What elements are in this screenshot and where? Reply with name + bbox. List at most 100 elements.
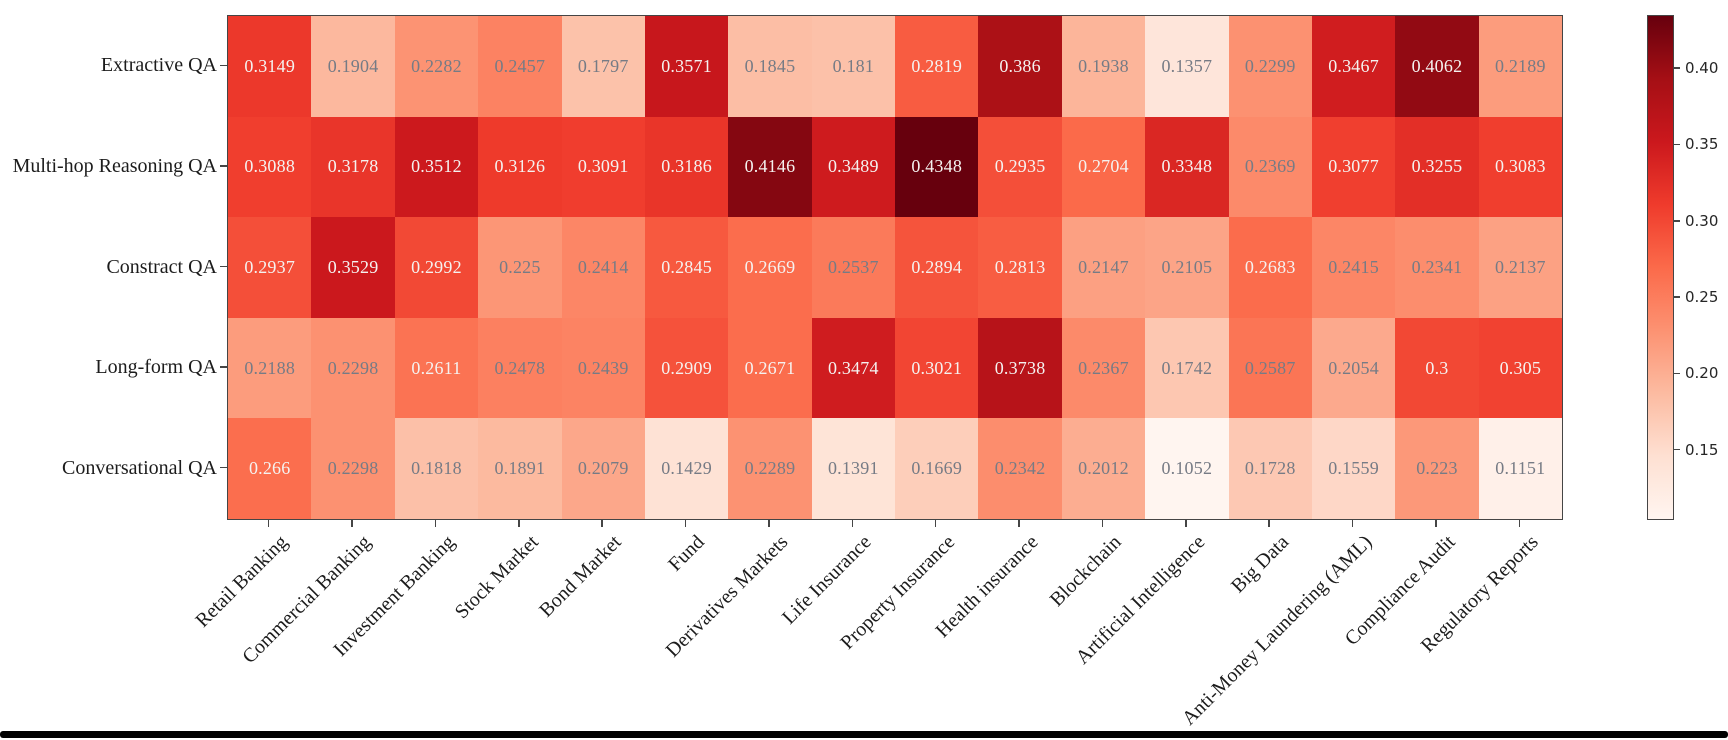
heatmap-cell: 0.2147	[1061, 217, 1146, 318]
heatmap-cell: 0.3	[1395, 317, 1479, 419]
colorbar-tick-label: 0.15	[1685, 440, 1719, 459]
cell-value: 0.1429	[661, 458, 712, 479]
cell-value: 0.1052	[1161, 458, 1213, 479]
heatmap-cell: 0.2611	[394, 317, 479, 419]
cell-value: 0.2683	[1244, 256, 1296, 277]
heatmap-cell: 0.3489	[811, 116, 895, 218]
cell-value: 0.3255	[1411, 156, 1463, 177]
cell-value: 0.2937	[244, 256, 296, 277]
heatmap-cell: 0.2342	[978, 418, 1062, 519]
heatmap-cell: 0.1891	[478, 418, 562, 519]
heatmap-cell: 0.3021	[895, 317, 979, 419]
heatmap-cell: 0.4062	[1395, 16, 1479, 117]
colorbar-tick-label: 0.25	[1685, 288, 1719, 307]
column-label: Stock Market	[450, 531, 543, 624]
cell-value: 0.2478	[494, 357, 546, 378]
heatmap-cell: 0.1818	[394, 418, 479, 519]
heatmap-cell: 0.386	[978, 16, 1062, 117]
heatmap-cell: 0.3474	[811, 317, 895, 419]
cell-value: 0.225	[499, 256, 541, 277]
cell-value: 0.1904	[327, 55, 379, 76]
colorbar-tick	[1674, 219, 1680, 222]
cell-value: 0.1391	[827, 458, 879, 479]
heatmap-cell: 0.2671	[728, 317, 812, 419]
cell-value: 0.4146	[744, 156, 796, 177]
cell-value: 0.2894	[911, 256, 963, 277]
cell-value: 0.2439	[577, 357, 629, 378]
heatmap-cell: 0.2105	[1145, 217, 1229, 318]
x-tick	[1435, 519, 1437, 527]
cell-value: 0.1728	[1244, 458, 1296, 479]
column-label: Blockchain	[1046, 531, 1126, 611]
heatmap-cell: 0.1938	[1061, 16, 1146, 117]
heatmap-cell: 0.1429	[644, 418, 729, 519]
cell-value: 0.3738	[994, 357, 1046, 378]
cell-value: 0.2992	[411, 256, 462, 277]
heatmap-cell: 0.2298	[311, 317, 395, 419]
heatmap-cell: 0.223	[1395, 418, 1479, 519]
cell-value: 0.3348	[1161, 156, 1213, 177]
heatmap-cell: 0.1052	[1145, 418, 1229, 519]
x-tick	[518, 519, 520, 527]
heatmap-cell: 0.1845	[728, 16, 812, 117]
heatmap-cell: 0.3083	[1478, 116, 1562, 218]
row-label: Conversational QA	[62, 456, 217, 479]
colorbar-tick	[1674, 67, 1680, 69]
heatmap-cell: 0.2341	[1395, 217, 1479, 318]
cell-value: 0.3126	[494, 156, 546, 177]
heatmap-cell: 0.2282	[394, 16, 479, 117]
heatmap-cell: 0.1904	[311, 16, 395, 117]
heatmap-cell: 0.2298	[311, 418, 395, 519]
cell-value: 0.2012	[1078, 458, 1129, 479]
cell-value: 0.2909	[661, 357, 712, 378]
column-label: Fund	[664, 531, 710, 576]
row-label: Long-form QA	[95, 356, 217, 379]
cell-value: 0.3489	[827, 156, 879, 177]
cell-value: 0.1669	[911, 458, 963, 479]
heatmap-cell: 0.2587	[1228, 317, 1312, 419]
heatmap-cell: 0.2439	[561, 317, 645, 419]
x-tick	[1185, 519, 1187, 527]
x-tick	[267, 519, 270, 527]
cell-value: 0.3474	[827, 357, 879, 378]
x-tick	[1351, 519, 1354, 527]
heatmap-cell: 0.1357	[1145, 16, 1229, 117]
cell-value: 0.305	[1499, 357, 1542, 378]
heatmap-cell: 0.3091	[561, 116, 645, 218]
cell-value: 0.3077	[1328, 156, 1379, 177]
x-tick	[1018, 519, 1020, 527]
heatmap-cell: 0.3186	[644, 116, 729, 218]
x-tick	[1518, 519, 1521, 527]
heatmap-cell: 0.2189	[1478, 16, 1562, 117]
cell-value: 0.2369	[1244, 156, 1296, 177]
cell-value: 0.1357	[1161, 55, 1213, 76]
cell-value: 0.386	[999, 55, 1041, 76]
heatmap-cell: 0.266	[228, 418, 312, 519]
heatmap-cell: 0.3738	[978, 317, 1062, 419]
colorbar-tick-label: 0.30	[1685, 211, 1719, 230]
cell-value: 0.2669	[744, 256, 796, 277]
heatmap-cell: 0.3529	[311, 217, 395, 318]
cell-value: 0.3149	[244, 55, 296, 76]
column-label: Bond Market	[535, 531, 626, 622]
cell-value: 0.4062	[1411, 55, 1463, 76]
heatmap-grid: 0.3149 0.1904 0.2282 0.2457 0.1797 0.3571 0.18…	[227, 15, 1563, 520]
cell-value: 0.2935	[994, 156, 1046, 177]
cell-value: 0.1938	[1078, 55, 1129, 76]
cell-value: 0.1845	[744, 55, 796, 76]
cell-value: 0.2147	[1078, 256, 1129, 277]
heatmap-cell: 0.1151	[1478, 418, 1562, 519]
colorbar-tick	[1674, 143, 1680, 146]
x-tick	[934, 519, 937, 527]
x-tick	[351, 519, 353, 527]
row-label: Extractive QA	[100, 54, 217, 77]
heatmap-cell: 0.1391	[811, 418, 895, 519]
colorbar-tick-label: 0.20	[1685, 364, 1719, 383]
heatmap-cell: 0.2704	[1061, 116, 1146, 218]
x-tick	[1101, 519, 1104, 527]
cell-value: 0.3512	[411, 156, 462, 177]
heatmap-cell: 0.305	[1478, 317, 1562, 419]
y-tick	[220, 165, 227, 167]
cell-value: 0.3571	[661, 55, 712, 76]
